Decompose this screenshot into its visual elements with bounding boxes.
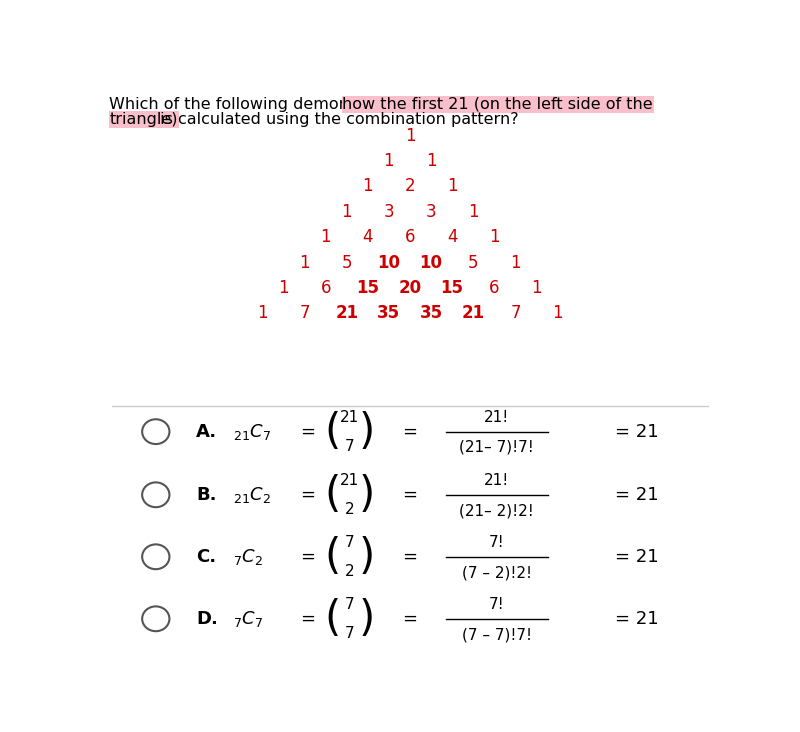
Text: D.: D. (196, 610, 218, 628)
Text: =: = (300, 422, 315, 441)
Text: 21!: 21! (484, 409, 510, 425)
Text: 7: 7 (510, 305, 521, 322)
Text: ): ) (358, 474, 374, 516)
Text: 1: 1 (405, 127, 415, 145)
Text: $_7C_7$: $_7C_7$ (234, 609, 263, 629)
Text: 2: 2 (405, 177, 415, 195)
Text: =: = (300, 486, 315, 504)
Text: 35: 35 (378, 305, 401, 322)
Text: 2: 2 (345, 502, 354, 517)
Text: (7 – 2)!2!: (7 – 2)!2! (462, 565, 532, 580)
Text: $_7C_2$: $_7C_2$ (234, 547, 263, 567)
Text: (: ( (324, 474, 341, 516)
Text: 1: 1 (552, 305, 563, 322)
Text: 21: 21 (462, 305, 485, 322)
Text: ): ) (358, 411, 374, 452)
Text: 15: 15 (356, 279, 379, 297)
Text: 35: 35 (419, 305, 442, 322)
Text: $_{21}C_2$: $_{21}C_2$ (234, 485, 271, 505)
Text: C.: C. (196, 548, 216, 566)
Text: 1: 1 (489, 228, 500, 246)
Text: 1: 1 (320, 228, 331, 246)
Text: = 21: = 21 (614, 422, 658, 441)
Text: 1: 1 (257, 305, 268, 322)
Text: (21– 7)!7!: (21– 7)!7! (459, 440, 534, 455)
Text: 1: 1 (362, 177, 373, 195)
Text: 7: 7 (345, 597, 354, 612)
Text: 2: 2 (345, 564, 354, 579)
Text: =: = (402, 422, 418, 441)
Text: 1: 1 (531, 279, 542, 297)
Text: 7: 7 (345, 438, 354, 454)
Text: 10: 10 (419, 253, 442, 272)
Text: =: = (402, 610, 418, 628)
Text: 21!: 21! (484, 473, 510, 488)
Text: 7: 7 (345, 534, 354, 550)
Text: 21: 21 (340, 409, 359, 425)
Text: 1: 1 (447, 177, 458, 195)
Text: 6: 6 (321, 279, 331, 297)
Text: 1: 1 (278, 279, 289, 297)
Text: 7: 7 (299, 305, 310, 322)
Text: 3: 3 (384, 203, 394, 221)
Text: 15: 15 (441, 279, 464, 297)
Text: 1: 1 (510, 253, 521, 272)
Text: (: ( (324, 411, 341, 452)
Text: 20: 20 (398, 279, 422, 297)
Text: B.: B. (196, 486, 217, 504)
Text: 1: 1 (342, 203, 352, 221)
Text: triangle): triangle) (110, 112, 178, 127)
Text: 6: 6 (405, 228, 415, 246)
Text: (7 – 7)!7!: (7 – 7)!7! (462, 627, 532, 642)
Text: $_{21}C_7$: $_{21}C_7$ (234, 422, 271, 441)
Text: is calculated using the combination pattern?: is calculated using the combination patt… (155, 112, 519, 127)
Text: Which of the following demonstrates: Which of the following demonstrates (110, 97, 410, 112)
Text: 21: 21 (340, 473, 359, 488)
Text: =: = (300, 610, 315, 628)
Text: = 21: = 21 (614, 486, 658, 504)
Text: 5: 5 (342, 253, 352, 272)
Text: 10: 10 (378, 253, 401, 272)
Text: 7!: 7! (489, 597, 505, 612)
Text: 7!: 7! (489, 534, 505, 550)
Text: =: = (402, 548, 418, 566)
Text: 1: 1 (384, 152, 394, 170)
Text: = 21: = 21 (614, 548, 658, 566)
Text: A.: A. (196, 422, 218, 441)
Text: (: ( (324, 536, 341, 578)
Text: = 21: = 21 (614, 610, 658, 628)
Text: 3: 3 (426, 203, 436, 221)
Text: 1: 1 (299, 253, 310, 272)
Text: 1: 1 (426, 152, 436, 170)
Text: 5: 5 (468, 253, 478, 272)
Text: =: = (300, 548, 315, 566)
Text: 1: 1 (468, 203, 478, 221)
Text: 7: 7 (345, 626, 354, 641)
Text: 6: 6 (489, 279, 499, 297)
Text: ): ) (358, 598, 374, 640)
Text: 4: 4 (362, 228, 373, 246)
Text: 21: 21 (335, 305, 358, 322)
Text: ): ) (358, 536, 374, 578)
Text: =: = (402, 486, 418, 504)
Text: (21– 2)!2!: (21– 2)!2! (459, 503, 534, 518)
Text: how the first 21 (on the left side of the: how the first 21 (on the left side of th… (342, 97, 653, 112)
Text: 4: 4 (447, 228, 458, 246)
Text: (: ( (324, 598, 341, 640)
